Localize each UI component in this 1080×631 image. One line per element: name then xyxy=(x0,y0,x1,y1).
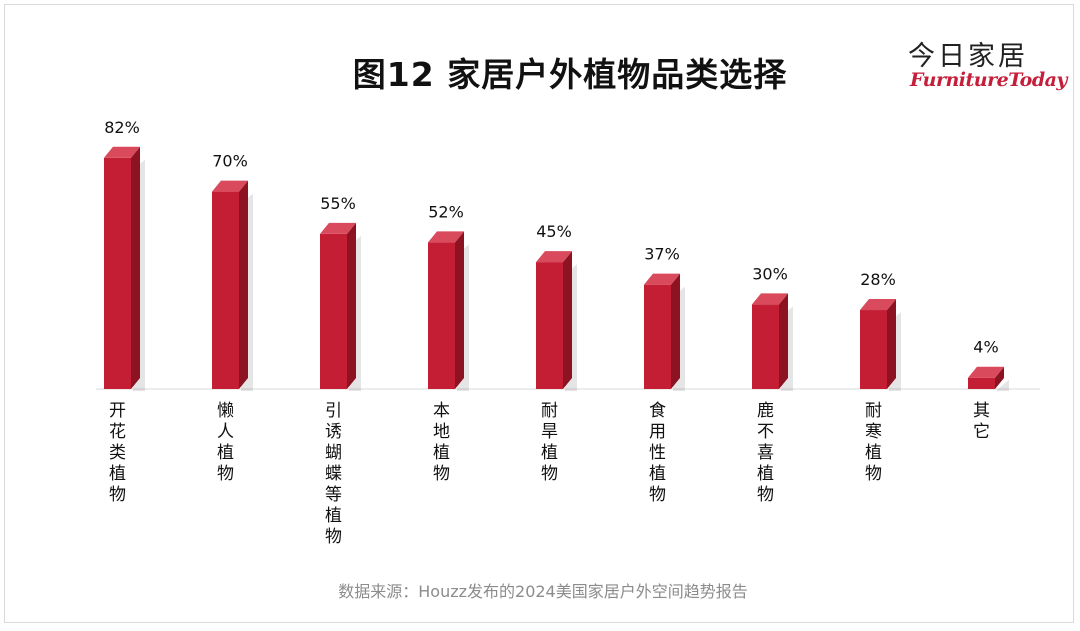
category-label: 食用性植物 xyxy=(649,401,666,505)
bar xyxy=(752,304,779,389)
bar-side xyxy=(347,222,356,389)
category-label: 开花类植物 xyxy=(109,401,126,505)
logo-text-en: FurnitureToday xyxy=(910,69,1067,91)
bar-side xyxy=(455,231,464,389)
data-label: 52% xyxy=(428,202,464,221)
data-label: 4% xyxy=(973,338,998,357)
bar-side xyxy=(779,293,788,389)
bar-side xyxy=(131,146,140,389)
bar-top xyxy=(536,251,572,263)
bar-side xyxy=(995,366,1004,389)
bar-top xyxy=(320,222,356,234)
category-label: 引诱蝴蝶等植物 xyxy=(325,401,342,547)
bar-side xyxy=(887,299,896,389)
bar xyxy=(428,242,455,389)
logo-text-cn: 今日家居 xyxy=(908,41,1028,72)
data-label: 37% xyxy=(644,245,680,264)
chart-title: 图12 家居户外植物品类选择 xyxy=(352,55,788,94)
category-label: 懒人植物 xyxy=(217,401,234,484)
bar xyxy=(104,157,131,389)
bar-top xyxy=(104,146,140,158)
bar-side xyxy=(671,273,680,389)
bar-top xyxy=(644,273,680,285)
data-label: 28% xyxy=(860,270,896,289)
category-label: 其它 xyxy=(973,401,990,442)
category-label: 鹿不喜植物 xyxy=(757,401,774,505)
bar-shadow xyxy=(997,379,1009,391)
bar xyxy=(536,262,563,389)
bar-top xyxy=(212,180,248,192)
bar xyxy=(212,191,239,389)
bar-side xyxy=(563,251,572,389)
chart-frame xyxy=(4,4,1074,623)
data-label: 45% xyxy=(536,222,572,241)
bar xyxy=(860,310,887,389)
bar xyxy=(320,233,347,389)
bar-top xyxy=(968,366,1004,378)
data-label: 82% xyxy=(104,118,140,137)
bar xyxy=(644,284,671,389)
bar-top xyxy=(752,293,788,305)
category-label: 耐寒植物 xyxy=(865,401,882,484)
bar xyxy=(968,377,995,389)
bar-top xyxy=(428,231,464,243)
bar-top xyxy=(860,299,896,311)
category-label: 本地植物 xyxy=(433,401,450,484)
bar-side xyxy=(239,180,248,389)
data-label: 55% xyxy=(320,194,356,213)
data-label: 30% xyxy=(752,264,788,283)
data-label: 70% xyxy=(212,152,248,171)
source-note: 数据来源：Houzz发布的2024美国家居户外空间趋势报告 xyxy=(338,582,748,601)
category-label: 耐旱植物 xyxy=(541,401,558,484)
